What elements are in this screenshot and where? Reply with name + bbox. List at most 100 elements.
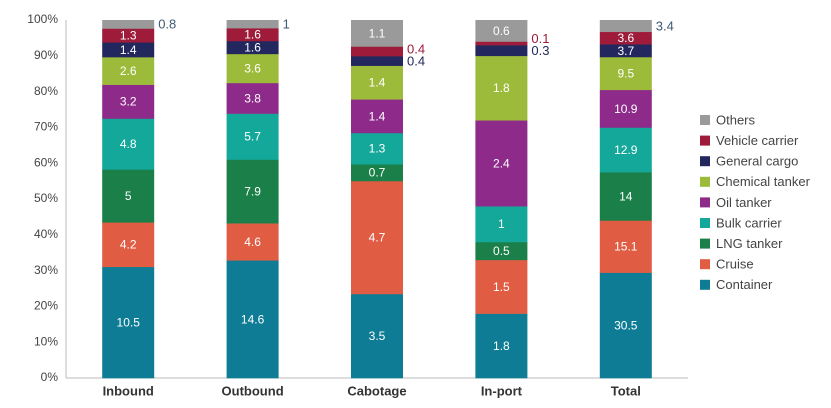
bar-segment: [102, 169, 155, 223]
data-label: 4.2: [120, 238, 137, 252]
y-tick-label: 90%: [34, 48, 58, 62]
data-label: 3.6: [617, 31, 634, 45]
data-label: 14.6: [241, 312, 265, 326]
legend-label: Oil tanker: [716, 195, 772, 210]
x-tick-label: Inbound: [103, 383, 154, 398]
bar-segment: [102, 266, 155, 379]
bar-segment: [599, 89, 652, 128]
data-label: 4.8: [120, 137, 137, 151]
data-label: 3.6: [244, 62, 261, 76]
legend-label: LNG tanker: [716, 236, 783, 251]
data-label: 0.6: [493, 24, 510, 38]
data-label: 0.5: [493, 244, 510, 258]
legend-swatch: [700, 238, 710, 249]
bar-segment: [599, 127, 652, 173]
bar-segment: [475, 120, 528, 207]
bar-segment: [226, 223, 279, 261]
bar-segment: [351, 65, 403, 100]
y-tick-label: 20%: [34, 299, 58, 313]
bar-segment: [226, 40, 279, 55]
bar-segment: [102, 42, 155, 58]
data-label: 5: [125, 189, 132, 203]
data-label: 4.7: [369, 231, 386, 245]
bar-segment: [226, 113, 279, 160]
data-label: 14: [619, 189, 633, 203]
y-tick-label: 40%: [34, 227, 58, 241]
data-label: 0.7: [369, 166, 386, 180]
legend-label: Vehicle carrier: [716, 133, 799, 148]
bar-segment: [475, 41, 528, 46]
data-label: 12.9: [614, 143, 638, 157]
bar-segment: [102, 84, 155, 119]
y-tick-label: 0%: [41, 370, 59, 384]
data-label: 15.1: [614, 240, 638, 254]
bar-segment: [475, 313, 528, 379]
data-label: 1.4: [120, 43, 137, 57]
bar-segment: [226, 20, 279, 29]
x-tick-label: Total: [611, 383, 641, 398]
y-tick-label: 50%: [34, 191, 58, 205]
bar-segment: [599, 220, 652, 273]
bar-segment: [102, 222, 155, 268]
bar-segment: [475, 45, 528, 57]
y-tick-label: 100%: [27, 12, 58, 26]
data-label: 2.6: [120, 64, 137, 78]
x-tick-label: Outbound: [222, 383, 284, 398]
data-label: 10.9: [614, 102, 638, 116]
data-label: 0.4: [407, 53, 425, 68]
bar-segment: [351, 46, 403, 57]
legend-swatch: [700, 156, 710, 167]
bar-segment: [351, 99, 403, 134]
x-tick-label: Cabotage: [347, 383, 406, 398]
legend-label: Bulk carrier: [716, 215, 782, 230]
bar-segment: [599, 272, 652, 379]
data-label: 30.5: [614, 318, 638, 332]
y-tick-label: 60%: [34, 155, 58, 169]
data-label: 0.8: [158, 17, 176, 32]
bar-segment: [351, 56, 403, 66]
y-tick-label: 10%: [34, 334, 58, 348]
data-label: 7.9: [244, 185, 261, 199]
data-label: 3.8: [244, 91, 261, 105]
bar-segment: [351, 132, 403, 165]
legend-label: Others: [716, 112, 756, 127]
legend-label: Container: [716, 277, 773, 292]
data-label: 3.7: [617, 44, 634, 58]
data-label: 3.2: [120, 95, 137, 109]
y-tick-label: 30%: [34, 263, 58, 277]
data-label: 1.6: [244, 41, 261, 55]
legend-swatch: [700, 135, 710, 146]
bar-segment: [475, 241, 528, 261]
bar-segment: [351, 164, 403, 182]
bar-segment: [102, 28, 155, 43]
data-label: 5.7: [244, 130, 261, 144]
legend-label: Chemical tanker: [716, 174, 811, 189]
data-label: 0.3: [531, 43, 549, 58]
data-label: 10.5: [117, 316, 141, 330]
bar-segment: [226, 260, 279, 379]
data-label: 0.1: [531, 31, 549, 46]
bar-segment: [475, 55, 528, 121]
data-label: 3.5: [369, 329, 386, 343]
bar-segment: [475, 20, 528, 42]
data-label: 1.8: [493, 81, 510, 95]
data-label: 1.6: [244, 28, 261, 42]
bar-segment: [599, 56, 652, 91]
bar-segment: [599, 20, 652, 33]
data-label: 1.1: [369, 26, 386, 40]
bar-segment: [226, 28, 279, 42]
x-tick-label: In-port: [481, 383, 523, 398]
legend-swatch: [700, 218, 710, 228]
data-label: 9.5: [617, 67, 634, 81]
data-label: 1: [283, 16, 290, 31]
data-label: 1.4: [369, 109, 386, 123]
legend-label: General cargo: [716, 154, 798, 169]
data-label: 1: [498, 217, 505, 231]
data-label: 1.3: [369, 142, 386, 156]
bar-segment: [599, 44, 652, 58]
bar-segment: [599, 172, 652, 221]
legend-swatch: [700, 197, 710, 208]
bar-segment: [599, 31, 652, 45]
bar-segment: [226, 82, 279, 114]
bar-segment: [351, 180, 403, 295]
